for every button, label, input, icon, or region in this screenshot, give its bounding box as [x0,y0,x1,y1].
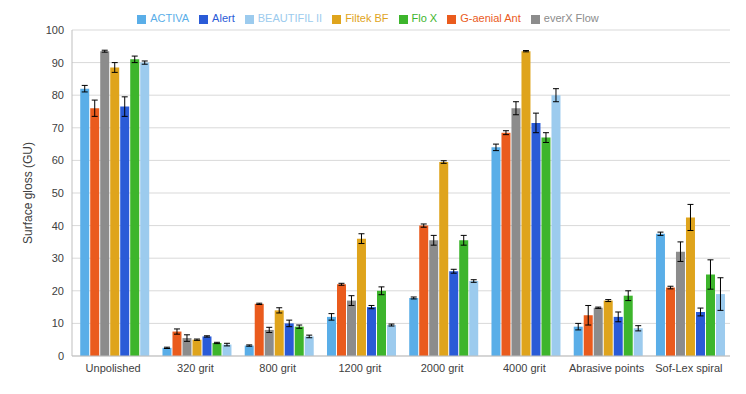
svg-text:Sof-Lex spiral: Sof-Lex spiral [655,362,722,374]
svg-text:90: 90 [52,57,64,69]
html-text:everX Flow: everX Flow [543,12,599,24]
html-text:G-aenial Ant: G-aenial Ant [460,12,521,24]
html-text:BEAUTIFIL II: BEAUTIFIL II [257,12,323,24]
svg-text:60: 60 [52,154,64,166]
svg-text:320 grit: 320 grit [177,362,214,374]
svg-text:Unpolished: Unpolished [86,362,141,374]
svg-text:800 grit: 800 grit [259,362,296,374]
svg-text:4000 grit: 4000 grit [503,362,546,374]
svg-text:Surface gloss (GU): Surface gloss (GU) [21,142,35,244]
svg-text:Abrasive points: Abrasive points [569,362,645,374]
svg-text:40: 40 [52,220,64,232]
svg-text:20: 20 [52,285,64,297]
html-text:Filtek BF: Filtek BF [345,12,389,24]
html-text:Flo X: Flo X [411,12,438,24]
svg-text:70: 70 [52,122,64,134]
html-text:Alert: Alert [212,12,235,24]
svg-text:30: 30 [52,252,64,264]
svg-text:50: 50 [52,187,64,199]
svg-text:80: 80 [52,89,64,101]
svg-text:1200 grit: 1200 grit [338,362,381,374]
svg-text:0: 0 [58,350,64,362]
svg-text:10: 10 [52,317,64,329]
svg-text:2000 grit: 2000 grit [421,362,464,374]
svg-text:100: 100 [46,24,64,36]
html-text:ACTIVA: ACTIVA [150,12,190,24]
